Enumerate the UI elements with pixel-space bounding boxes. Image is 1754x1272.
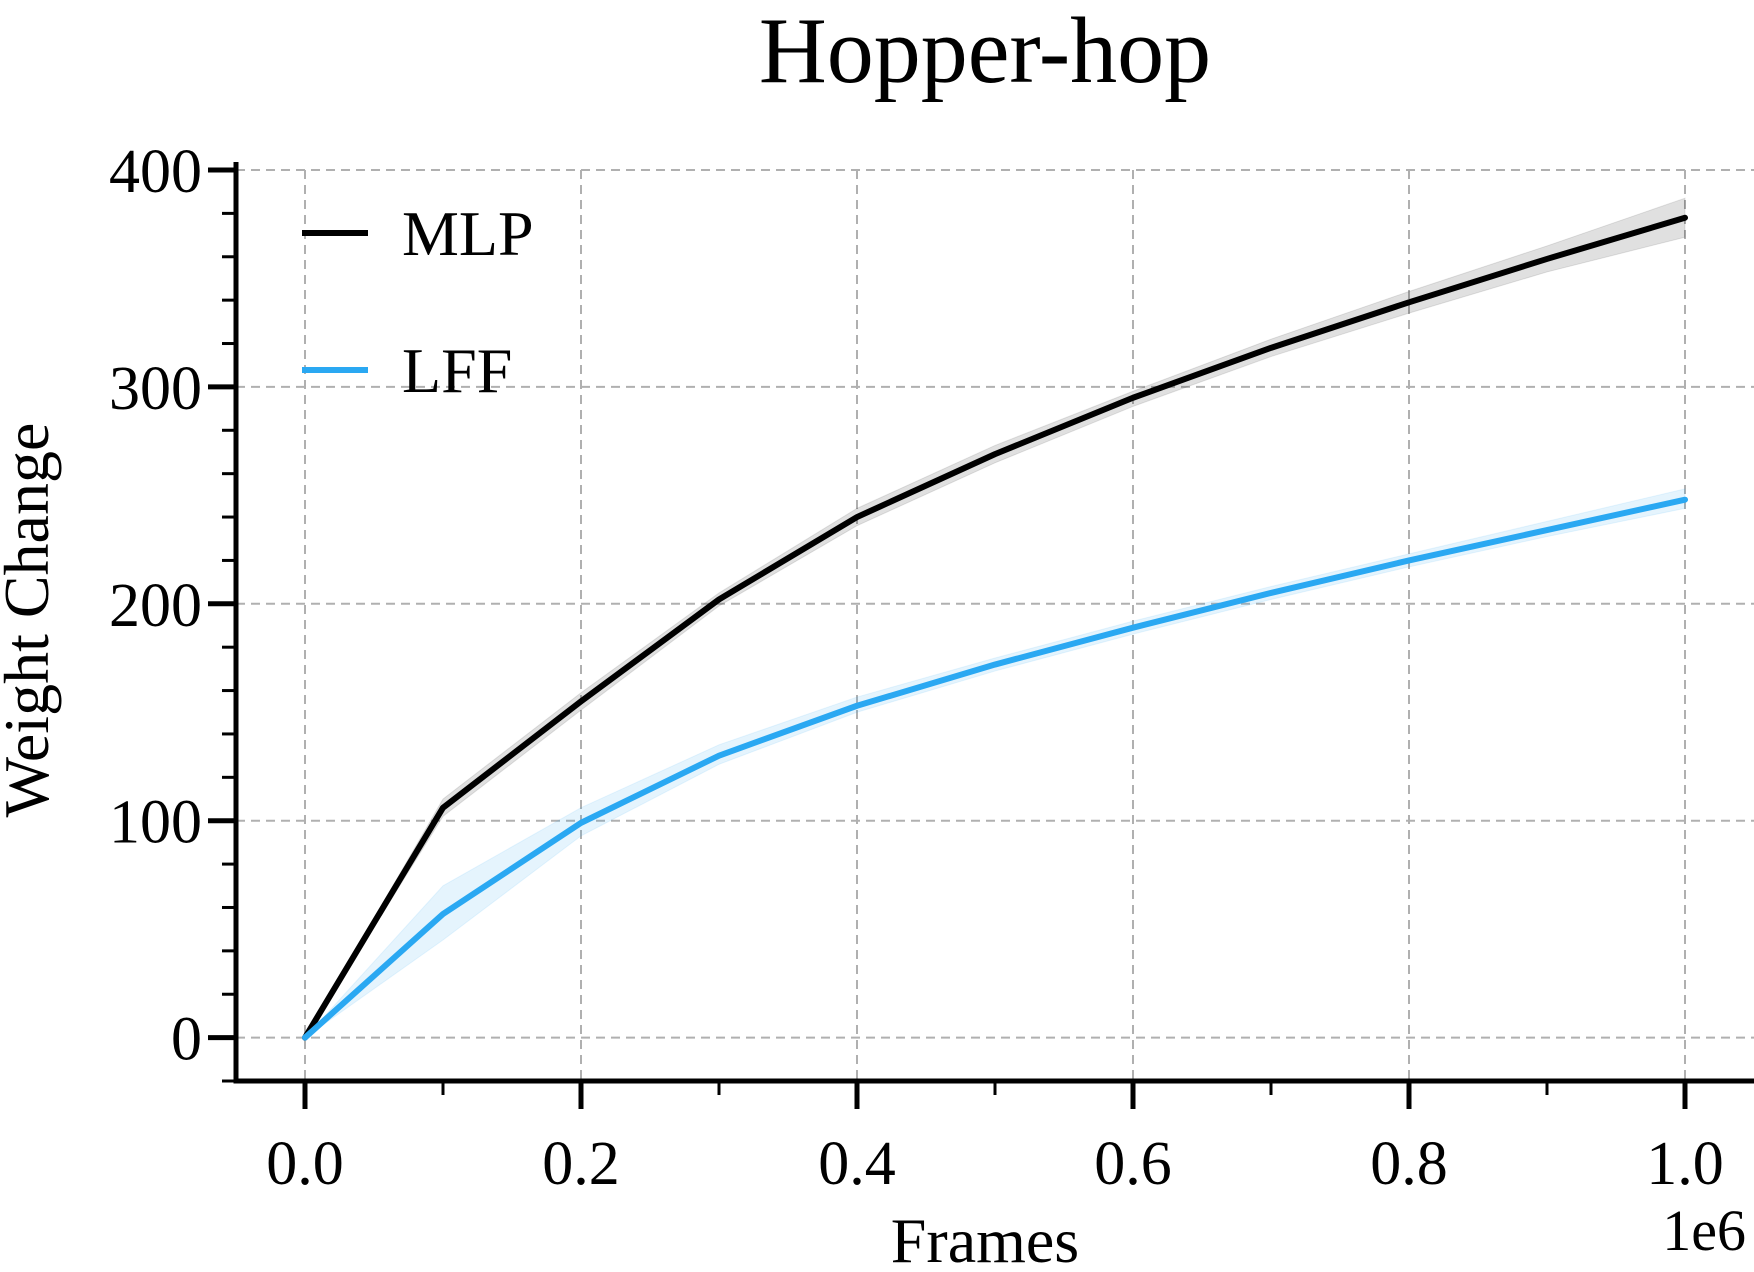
- x-tick-label: 0.2: [542, 1130, 620, 1198]
- x-tick-label: 0.8: [1370, 1130, 1448, 1198]
- x-tick-label: 0.0: [266, 1130, 344, 1198]
- x-tick-label: 0.6: [1094, 1130, 1172, 1198]
- y-tick-label: 100: [109, 789, 202, 857]
- x-tick-label: 1.0: [1646, 1130, 1724, 1198]
- series-lines: [302, 214, 1688, 1041]
- series-line-lff: [302, 496, 1688, 1041]
- y-tick-label: 300: [109, 355, 202, 423]
- band-mlp: [304, 197, 1686, 1038]
- x-axis-label: Frames: [891, 1205, 1079, 1272]
- axes: [233, 162, 1754, 1084]
- y-tick-label: 0: [171, 1006, 202, 1074]
- y-tick-label: 400: [109, 138, 202, 206]
- legend-label-lff: LFF: [402, 335, 512, 406]
- y-tick-label: 200: [109, 572, 202, 640]
- y-axis-label: Weight Change: [0, 423, 62, 818]
- grid: [236, 169, 1754, 1081]
- legend-label-mlp: MLP: [402, 198, 534, 269]
- ticks: 0 100 200 300 400 0.0 0.2 0.4 0.6 0.8 1.0: [109, 138, 1724, 1198]
- x-tick-label: 0.4: [818, 1130, 896, 1198]
- x-offset-label: 1e6: [1662, 1198, 1746, 1263]
- legend: MLP LFF: [302, 198, 534, 406]
- confidence-bands: [304, 197, 1686, 1039]
- chart-title: Hopper-hop: [759, 0, 1211, 103]
